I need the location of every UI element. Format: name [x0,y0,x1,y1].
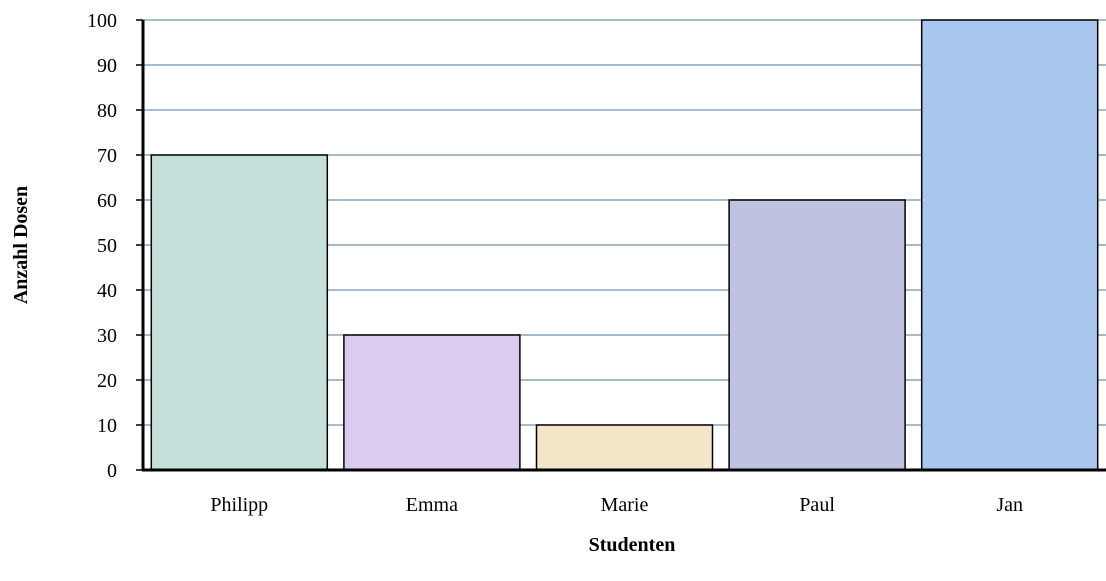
y-tick-label: 0 [107,460,117,482]
y-tick-label: 100 [87,10,117,32]
y-tick-label: 10 [97,415,117,437]
y-tick-labels: 0 10 20 30 40 50 60 70 80 90 100 [87,10,117,482]
x-axis-title: Studenten [589,534,676,556]
y-tick-label: 90 [97,55,117,77]
y-tick-label: 40 [97,280,117,302]
y-axis-title: Anzahl Dosen [10,186,32,304]
x-tick-label: Philipp [210,494,268,516]
axes [136,19,1106,472]
bar-marie [535,424,714,471]
bar-philipp [150,154,329,471]
bar-emma [343,334,521,471]
y-tick-label: 80 [97,100,117,122]
x-tick-label: Marie [601,494,649,516]
y-tick-label: 60 [97,190,117,212]
y-tick-label: 30 [97,325,117,347]
y-tick-label: 20 [97,370,117,392]
bar-jan [920,19,1099,471]
y-tick-label: 70 [97,145,117,167]
x-tick-label: Emma [406,494,458,516]
y-tick-label: 50 [97,235,117,257]
x-tick-label: Paul [799,494,835,516]
bar-paul [728,199,906,471]
x-tick-labels: Philipp Emma Marie Paul Jan [210,494,1023,516]
x-tick-label: Jan [996,494,1023,516]
